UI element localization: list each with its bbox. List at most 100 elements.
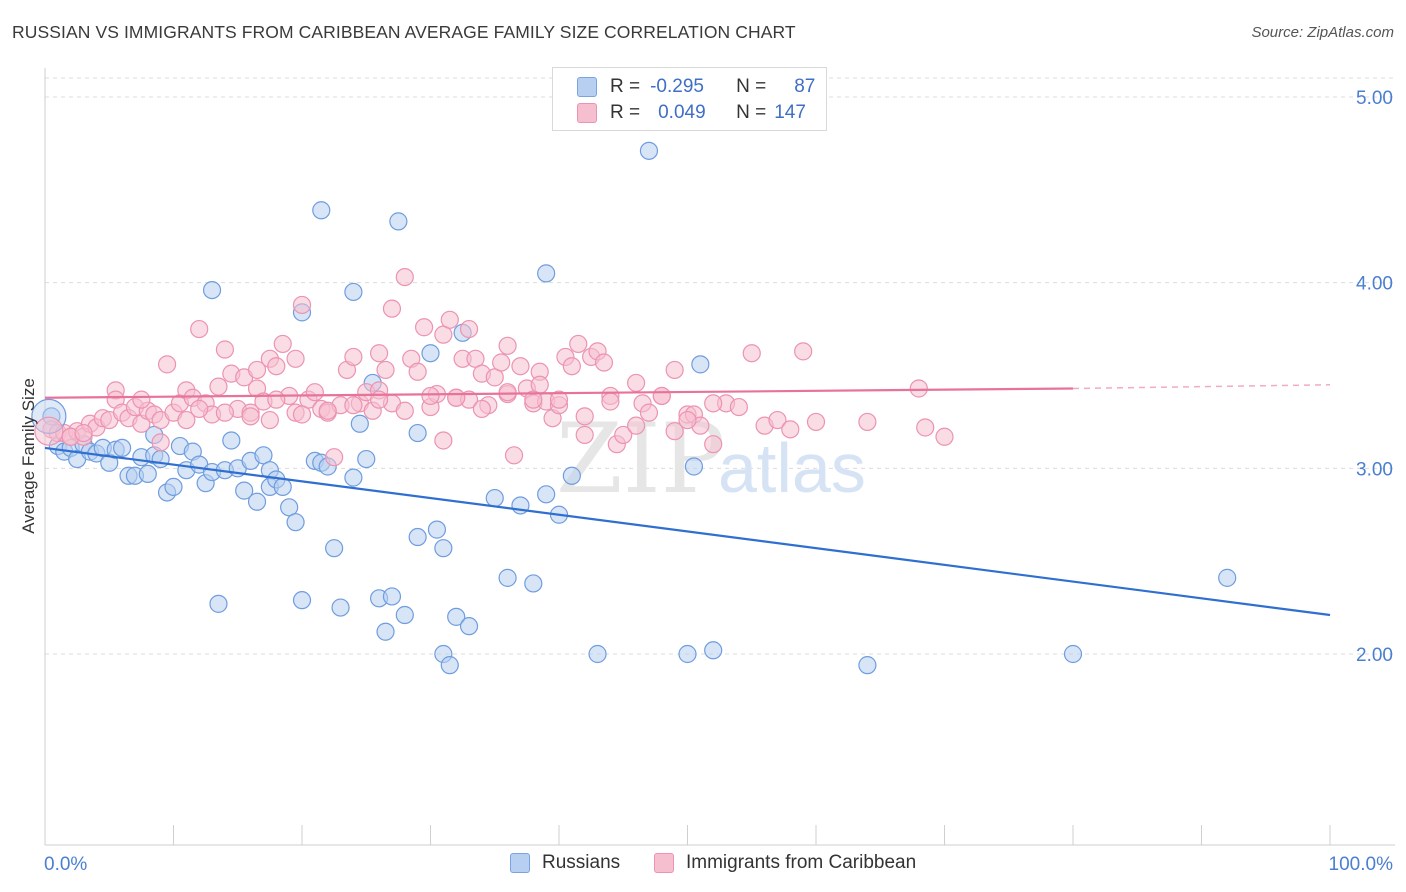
- trendline-caribbean: [44, 387, 1074, 399]
- point-russians: [151, 449, 170, 469]
- point-caribbean: [370, 344, 389, 363]
- n-label: N =: [736, 76, 767, 97]
- point-russians: [331, 598, 350, 617]
- point-caribbean: [768, 410, 787, 430]
- point-caribbean: [292, 295, 312, 315]
- point-caribbean: [260, 410, 279, 430]
- point-russians: [376, 622, 395, 641]
- point-caribbean: [241, 407, 260, 426]
- point-russians: [684, 457, 704, 476]
- point-russians: [537, 485, 556, 504]
- trendline-caribbean-extension: [1072, 384, 1331, 390]
- r-value-russians: -0.295: [650, 76, 704, 97]
- point-caribbean: [498, 336, 517, 355]
- point-caribbean: [447, 388, 466, 407]
- point-caribbean: [594, 353, 614, 372]
- r-value-caribbean: 0.049: [658, 102, 706, 123]
- point-russians: [112, 438, 132, 458]
- point-russians: [138, 464, 157, 484]
- legend-label-russians: Russians: [542, 852, 621, 873]
- point-caribbean: [729, 397, 749, 417]
- point-caribbean: [916, 418, 935, 437]
- point-caribbean: [267, 357, 286, 376]
- point-caribbean: [858, 412, 877, 432]
- y-tick-label: 2.00: [1356, 645, 1393, 666]
- point-russians: [537, 264, 556, 283]
- point-russians: [440, 656, 459, 675]
- point-russians: [524, 574, 543, 593]
- point-caribbean: [247, 360, 267, 380]
- point-caribbean: [742, 344, 761, 363]
- point-russians: [408, 423, 427, 443]
- point-caribbean: [190, 399, 209, 419]
- point-russians: [1218, 568, 1237, 587]
- point-caribbean: [569, 334, 588, 354]
- point-caribbean: [626, 416, 646, 435]
- point-caribbean: [909, 379, 928, 398]
- point-russians: [562, 466, 581, 485]
- point-russians: [588, 644, 607, 664]
- point-russians: [247, 492, 267, 511]
- swatch-caribbean: [577, 103, 597, 123]
- point-caribbean: [575, 407, 594, 426]
- point-caribbean: [524, 390, 543, 409]
- legend-item-russians[interactable]: Russians: [510, 852, 620, 874]
- point-caribbean: [177, 410, 196, 430]
- point-caribbean: [665, 360, 684, 380]
- point-caribbean: [318, 401, 337, 420]
- point-caribbean-cluster: [34, 416, 64, 446]
- point-caribbean: [376, 360, 395, 380]
- tick-layer: 2.00 3.00 4.00 5.00 0.0% 100.0%: [44, 88, 1393, 875]
- point-caribbean: [273, 334, 292, 354]
- legend-item-caribbean[interactable]: Immigrants from Caribbean: [654, 852, 916, 874]
- point-caribbean: [305, 383, 324, 402]
- point-caribbean: [459, 319, 479, 339]
- point-caribbean: [549, 390, 569, 409]
- point-caribbean: [267, 390, 286, 409]
- point-caribbean: [440, 310, 459, 329]
- point-caribbean: [504, 446, 524, 465]
- legend-row-russians: R = -0.295 N = 87: [577, 75, 815, 99]
- point-russians: [273, 477, 292, 496]
- point-caribbean: [614, 425, 633, 445]
- point-caribbean: [806, 412, 826, 432]
- point-russians: [389, 212, 408, 231]
- point-russians: [312, 201, 331, 220]
- point-caribbean: [492, 353, 511, 372]
- y-tick-label: 3.00: [1356, 459, 1393, 480]
- point-russians: [704, 641, 723, 660]
- point-caribbean: [421, 386, 440, 406]
- point-caribbean: [626, 373, 646, 393]
- swatch-russians: [577, 77, 597, 97]
- point-caribbean: [292, 405, 312, 424]
- r-label: R =: [610, 76, 641, 97]
- point-caribbean: [639, 403, 659, 422]
- point-russians: [447, 607, 466, 626]
- point-russians: [202, 280, 222, 300]
- point-russians: [164, 477, 183, 496]
- r-label: R =: [610, 102, 641, 123]
- point-russians: [357, 449, 376, 469]
- point-russians: [286, 513, 305, 532]
- point-russians: [858, 656, 877, 675]
- point-russians: [498, 568, 517, 587]
- trend-layer: [44, 384, 1331, 617]
- point-caribbean: [935, 427, 954, 446]
- point-caribbean: [562, 357, 581, 376]
- point-caribbean: [344, 396, 363, 415]
- point-caribbean: [678, 410, 697, 430]
- points-layer: [31, 141, 1237, 675]
- point-caribbean: [704, 435, 723, 454]
- legend-swatch-russians: [510, 853, 530, 873]
- point-caribbean: [414, 318, 434, 337]
- legend-row-caribbean: R = 0.049 N = 147: [577, 101, 806, 125]
- point-caribbean: [704, 394, 723, 413]
- point-russians: [292, 591, 312, 610]
- point-caribbean: [665, 422, 684, 441]
- point-caribbean: [325, 448, 344, 467]
- trendline-russians: [44, 446, 1331, 617]
- point-caribbean: [382, 299, 402, 318]
- point-russians: [344, 468, 363, 487]
- point-caribbean: [794, 342, 813, 361]
- point-russians: [485, 488, 504, 508]
